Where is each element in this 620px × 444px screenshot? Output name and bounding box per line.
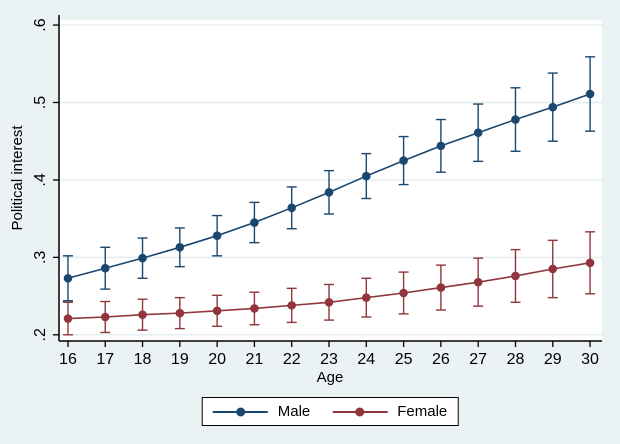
data-point-male [399,156,408,165]
x-tick-label: 24 [357,351,375,368]
female-marker-icon [355,407,365,416]
data-point-male [362,171,371,181]
legend-label-female: Female [397,403,448,420]
data-point-female [548,264,558,274]
y-tick-label: .2 [32,328,49,341]
data-point-female [585,258,595,268]
data-point-male [548,102,558,112]
x-tick-label: 30 [581,351,599,368]
male-marker-icon [235,407,245,416]
legend-label-male: Male [277,403,311,420]
x-tick-label: 22 [283,351,301,368]
y-tick-label: .4 [32,173,49,186]
x-tick-label: 21 [246,351,264,368]
x-tick-label: 18 [134,351,152,368]
y-axis-title: Political interest [9,125,26,231]
x-tick-label: 29 [544,351,562,368]
data-point-female [250,304,259,313]
x-tick-label: 27 [469,351,487,368]
data-point-male [138,253,147,263]
data-point-female [287,301,297,310]
legend-item-male: Male [212,403,311,420]
x-tick-label: 16 [59,351,77,368]
data-point-male [511,115,520,124]
x-tick-label: 28 [507,351,525,368]
data-point-male [287,203,297,213]
data-point-male [212,231,222,240]
x-tick-label: 17 [96,351,114,368]
data-point-male [100,263,110,273]
data-point-female [362,293,371,302]
data-point-female [138,310,147,319]
legend-item-female: Female [332,404,447,419]
data-point-male [473,128,483,138]
x-tick-label: 25 [395,351,413,368]
data-point-male [324,188,334,197]
x-tick-label: 19 [171,351,189,368]
y-tick-label: .3 [32,251,49,264]
data-point-female [473,277,483,287]
x-axis-title: Age [317,369,344,386]
data-point-male [175,243,185,252]
data-point-male [436,141,446,151]
plot-generated-layer: .2 .3 .4 .5 .6 16 17 18 19 20 21 22 23 24 25 26 27 28 29 30 [32,15,602,368]
female-series-swatch [332,407,388,416]
x-tick-label: 23 [320,351,338,368]
y-tick-label: .6 [32,18,49,31]
data-point-female [511,271,520,281]
y-tick-label: .5 [32,96,49,109]
x-tick-label: 26 [432,351,450,368]
data-point-male [63,273,73,283]
data-point-male [250,218,259,227]
legend: Male Female [201,397,459,426]
data-point-female [324,297,334,307]
data-point-female [63,314,73,323]
data-point-female [175,308,185,318]
data-point-female [100,312,110,322]
data-point-male [585,89,595,99]
data-point-female [436,283,446,292]
x-tick-label: 20 [208,351,226,368]
male-series-swatch [212,407,268,416]
data-point-female [399,288,408,298]
data-point-female [212,306,222,316]
